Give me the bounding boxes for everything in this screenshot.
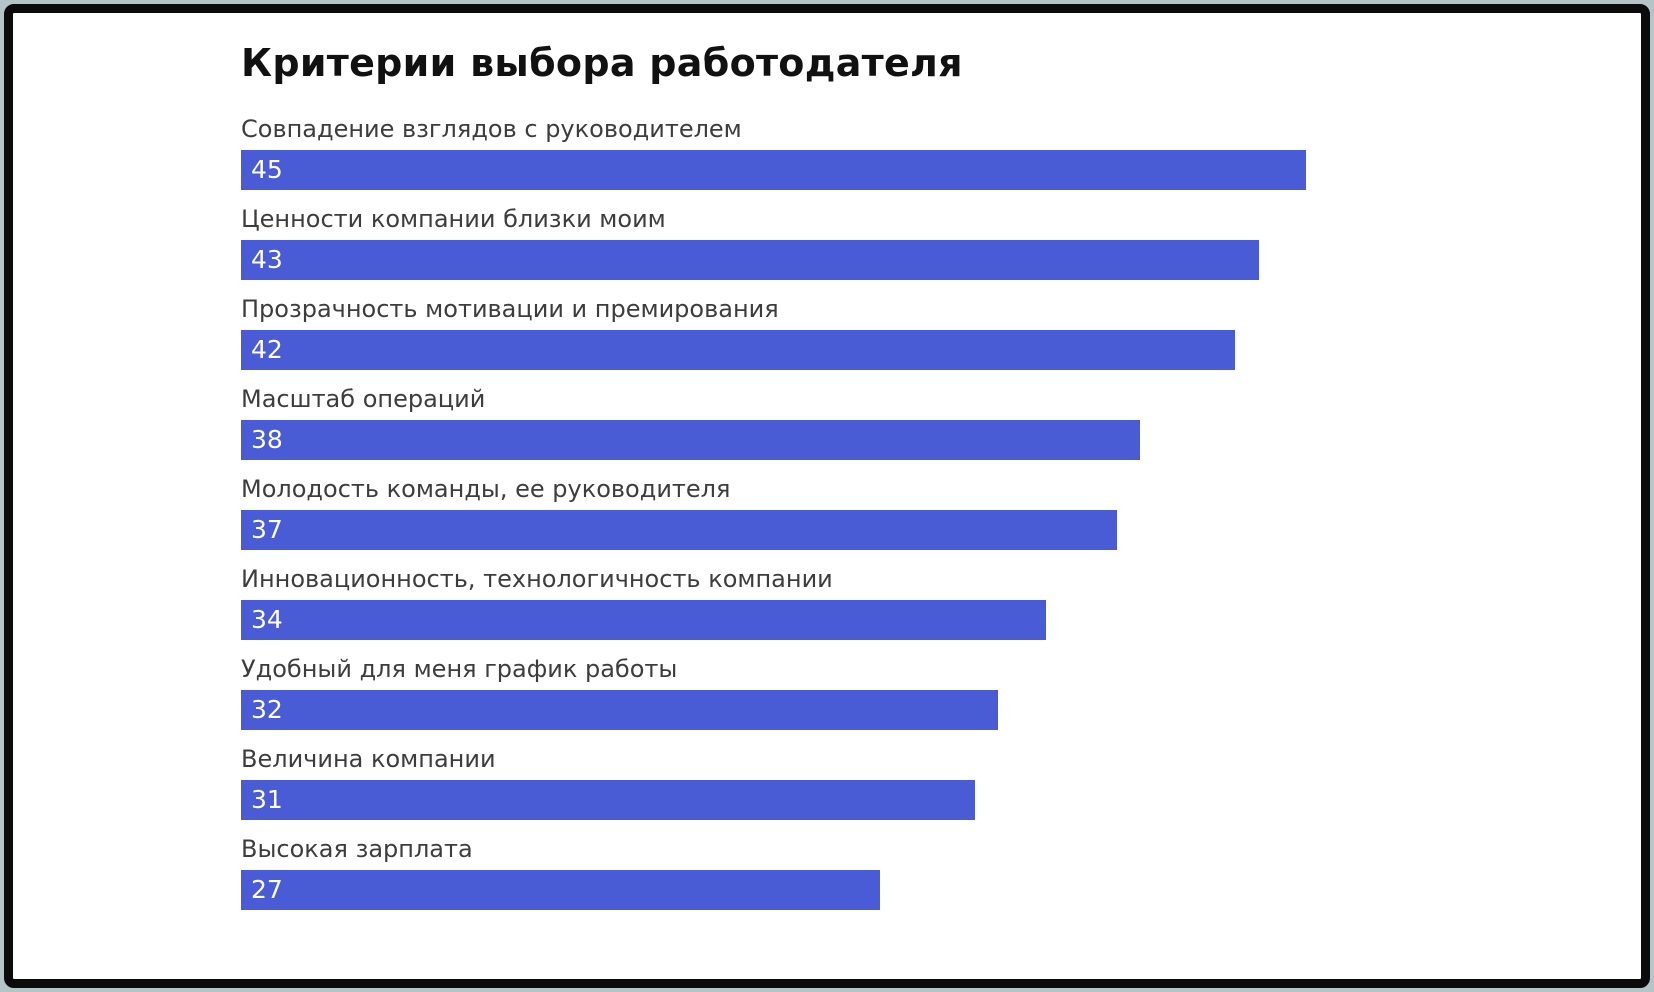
chart-frame: Критерии выбора работодателя Совпадение …: [4, 4, 1650, 988]
bar-label: Молодость команды, ее руководителя: [241, 475, 731, 503]
bar-value-label: 42: [251, 335, 283, 364]
bar: 42: [241, 330, 1235, 370]
bar-value-label: 32: [251, 695, 283, 724]
bar-row: Инновационность, технологичность компани…: [241, 565, 1341, 640]
bars-container: Совпадение взглядов с руководителем 45 Цен…: [241, 115, 1341, 910]
bar: 27: [241, 870, 880, 910]
bar-label: Инновационность, технологичность компани…: [241, 565, 833, 593]
bar-value-label: 34: [251, 605, 283, 634]
bar: 34: [241, 600, 1046, 640]
bar-row: Удобный для меня график работы 32: [241, 655, 1341, 730]
bar: 43: [241, 240, 1259, 280]
bar-value-label: 45: [251, 155, 283, 184]
bar-label: Масштаб операций: [241, 385, 486, 413]
bar-label: Удобный для меня график работы: [241, 655, 678, 683]
bar: 37: [241, 510, 1117, 550]
bar: 31: [241, 780, 975, 820]
bar-label: Прозрачность мотивации и премирования: [241, 295, 779, 323]
bar-value-label: 37: [251, 515, 283, 544]
bar: 32: [241, 690, 998, 730]
bar: 38: [241, 420, 1140, 460]
bar-row: Прозрачность мотивации и премирования 42: [241, 295, 1341, 370]
bar-chart: Критерии выбора работодателя Совпадение …: [13, 13, 1641, 910]
bar-row: Совпадение взглядов с руководителем 45: [241, 115, 1341, 190]
bar: 45: [241, 150, 1306, 190]
bar-label: Ценности компании близки моим: [241, 205, 666, 233]
chart-title: Критерии выбора работодателя: [241, 41, 963, 85]
bar-value-label: 43: [251, 245, 283, 274]
bar-value-label: 27: [251, 875, 283, 904]
bar-row: Ценности компании близки моим 43: [241, 205, 1341, 280]
bar-row: Высокая зарплата 27: [241, 835, 1341, 910]
bar-label: Совпадение взглядов с руководителем: [241, 115, 742, 143]
bar-value-label: 38: [251, 425, 283, 454]
bar-row: Величина компании 31: [241, 745, 1341, 820]
bar-row: Масштаб операций 38: [241, 385, 1341, 460]
bar-row: Молодость команды, ее руководителя 37: [241, 475, 1341, 550]
bar-value-label: 31: [251, 785, 283, 814]
bar-label: Высокая зарплата: [241, 835, 473, 863]
bar-label: Величина компании: [241, 745, 496, 773]
